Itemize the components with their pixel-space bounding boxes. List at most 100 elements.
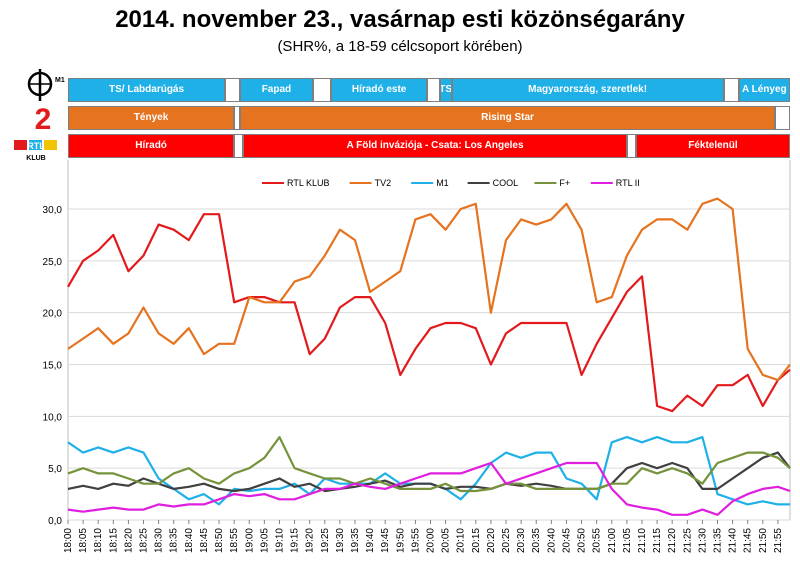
m1-program-0: TS/ Labdarúgás [68, 78, 226, 102]
m1-program-5 [427, 78, 440, 102]
x-tick-label: 20:50 [577, 528, 588, 553]
x-tick-label: 19:30 [335, 528, 346, 553]
tv2-program-3 [774, 106, 790, 130]
x-tick-label: 20:45 [561, 528, 572, 553]
x-tick-label: 20:40 [546, 528, 557, 553]
legend-item: TV2 [349, 178, 392, 188]
x-tick-label: 21:40 [728, 528, 739, 553]
rtl-klub-logo: RTL KLUB [14, 138, 58, 162]
x-tick-label: 21:05 [622, 528, 633, 553]
x-tick-label: 18:50 [214, 528, 225, 553]
m1-logo-text: M1 [55, 77, 65, 84]
x-tick-label: 18:35 [169, 528, 180, 553]
x-tick-label: 18:25 [139, 528, 150, 553]
legend-label: COOL [493, 178, 519, 188]
m1-program-7: Magyarország, szeretlek! [451, 78, 724, 102]
x-tick-label: 19:10 [274, 528, 285, 553]
x-tick-label: 21:30 [697, 528, 708, 553]
legend-label: RTL KLUB [287, 178, 330, 188]
x-tick-label: 19:05 [259, 528, 270, 553]
tv2-program-1 [234, 106, 241, 130]
x-tick-label: 18:10 [93, 528, 104, 553]
m1-program-8 [723, 78, 739, 102]
x-tick-label: 21:15 [652, 528, 663, 553]
legend-item: RTL II [590, 178, 640, 188]
m1-program-1 [225, 78, 241, 102]
x-tick-label: 18:55 [229, 528, 240, 553]
y-tick-label: 20,0 [43, 309, 63, 320]
tv2-logo-icon: 2 [28, 103, 58, 136]
y-tick-label: 0,0 [48, 516, 62, 527]
x-tick-label: 21:00 [607, 528, 618, 553]
m1-program-2: Fapad [240, 78, 313, 102]
x-tick-label: 18:15 [108, 528, 119, 553]
series-line-rtl-ii [67, 461, 791, 516]
x-tick-label: 18:45 [199, 528, 210, 553]
m1-program-9: A Lényeg [738, 78, 790, 102]
y-tick-label: 5,0 [48, 464, 62, 475]
m1-logo-icon: M1 [27, 69, 65, 101]
rtl-program-4: Féktelenül [635, 134, 790, 158]
legend-item: M1 [411, 178, 449, 188]
m1-logo: M1 [26, 68, 68, 102]
share-line-chart: 0,0 5,0 10,0 15,0 20,0 25,0 30,0 18:00 18:05 18:1… [43, 160, 791, 553]
x-tick-label: 21:55 [773, 528, 784, 553]
legend-label: TV2 [375, 178, 392, 188]
legend-item: F+ [534, 178, 570, 188]
x-tick-label: 21:35 [712, 528, 723, 553]
legend-item: RTL KLUB [262, 178, 330, 188]
x-tick-label: 19:55 [410, 528, 421, 553]
x-tick-label: 19:35 [350, 528, 361, 553]
x-tick-label: 20:25 [501, 528, 512, 553]
legend-label: RTL II [616, 178, 640, 188]
tv2-program-0: Tények [68, 106, 235, 130]
rtl-program-2: A Föld inváziója - Csata: Los Angeles [243, 134, 627, 158]
page-subtitle: (SHR%, a 18-59 célcsoport körében) [277, 38, 523, 55]
x-tick-label: 18:00 [63, 528, 74, 553]
tv2-logo-text: 2 [35, 104, 52, 132]
series-line-tv2 [67, 197, 791, 382]
tv2-logo: 2 [28, 103, 58, 136]
page-title: 2014. november 23., vasárnap esti közöns… [115, 6, 685, 33]
legend-label: F+ [559, 178, 570, 188]
x-tick-label: 19:20 [305, 528, 316, 553]
x-tick-label: 20:30 [516, 528, 527, 553]
x-tick-label: 19:50 [395, 528, 406, 553]
x-tick-label: 19:40 [365, 528, 376, 553]
x-tick-label: 18:40 [184, 528, 195, 553]
x-tick-label: 20:15 [471, 528, 482, 553]
x-tick-label: 20:10 [456, 528, 467, 553]
y-tick-label: 10,0 [43, 412, 63, 423]
x-tick-label: 21:10 [637, 528, 648, 553]
legend-item: COOL [467, 178, 519, 188]
legend-label: M1 [436, 178, 449, 188]
tv2-program-2: Rising Star [240, 106, 775, 130]
y-tick-label: 30,0 [43, 205, 63, 216]
x-tick-label: 19:45 [380, 528, 391, 553]
x-tick-label: 19:25 [320, 528, 331, 553]
rtl-logo-text: RTL [27, 141, 45, 151]
rtl-logo-sub: KLUB [26, 155, 45, 162]
x-tick-label: 20:35 [531, 528, 542, 553]
x-tick-label: 20:55 [592, 528, 603, 553]
x-tick-label: 19:00 [244, 528, 255, 553]
x-tick-label: 21:25 [682, 528, 693, 553]
x-tick-label: 21:20 [667, 528, 678, 553]
x-tick-label: 18:30 [154, 528, 165, 553]
y-tick-label: 15,0 [43, 361, 63, 372]
x-tick-label: 19:15 [290, 528, 301, 553]
rtl-klub-logo-icon: RTL KLUB [14, 140, 57, 162]
x-tick-label: 21:50 [758, 528, 769, 553]
rtl-program-1 [234, 134, 244, 158]
x-tick-label: 20:20 [486, 528, 497, 553]
x-tick-label: 21:45 [743, 528, 754, 553]
series-line-f- [67, 436, 791, 493]
m1-program-3 [312, 78, 331, 102]
rtl-program-3 [626, 134, 636, 158]
m1-program-6: TS [439, 78, 452, 102]
x-tick-label: 20:00 [426, 528, 437, 553]
series-line-cool [67, 451, 791, 493]
rtl-program-0: Híradó [68, 134, 235, 158]
x-tick-label: 18:20 [123, 528, 134, 553]
x-tick-label: 18:05 [78, 528, 89, 553]
